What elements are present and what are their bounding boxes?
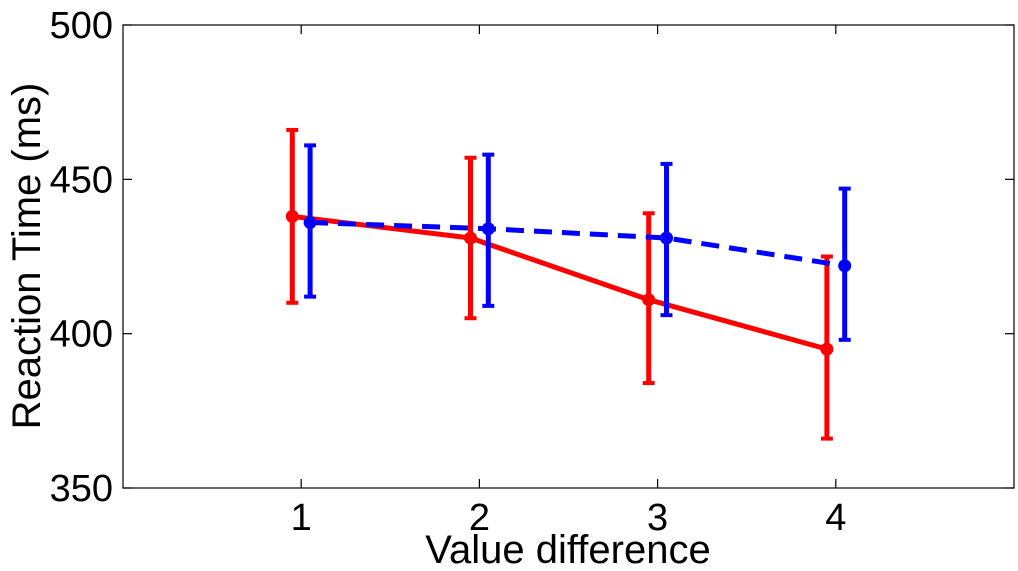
y-tick-label: 350: [50, 468, 113, 510]
data-point: [285, 209, 299, 223]
x-tick-label: 2: [469, 497, 490, 539]
data-point: [642, 293, 656, 307]
y-tick-label: 450: [50, 159, 113, 201]
x-axis-label: Value difference: [425, 528, 710, 571]
plot-frame: [122, 24, 1015, 489]
data-point: [463, 231, 477, 245]
series-line: [291, 213, 828, 352]
data-point: [820, 342, 834, 356]
x-tick-label: 4: [825, 497, 846, 539]
data-point: [660, 231, 674, 245]
data-point: [481, 222, 495, 236]
y-tick-label: 400: [50, 314, 113, 356]
series-2: [303, 143, 852, 342]
chart-marks: [285, 127, 852, 441]
y-tick-label: 500: [50, 5, 113, 47]
series-1: [285, 127, 834, 441]
data-point: [838, 259, 852, 273]
series-line: [310, 220, 846, 269]
x-tick-label: 3: [647, 497, 668, 539]
axis-ticks: 1 2 3 4 350 400 450 500: [50, 5, 1014, 539]
data-point: [303, 216, 317, 230]
y-axis-label: Reaction Time (ms): [5, 83, 49, 430]
x-tick-label: 1: [291, 497, 312, 539]
